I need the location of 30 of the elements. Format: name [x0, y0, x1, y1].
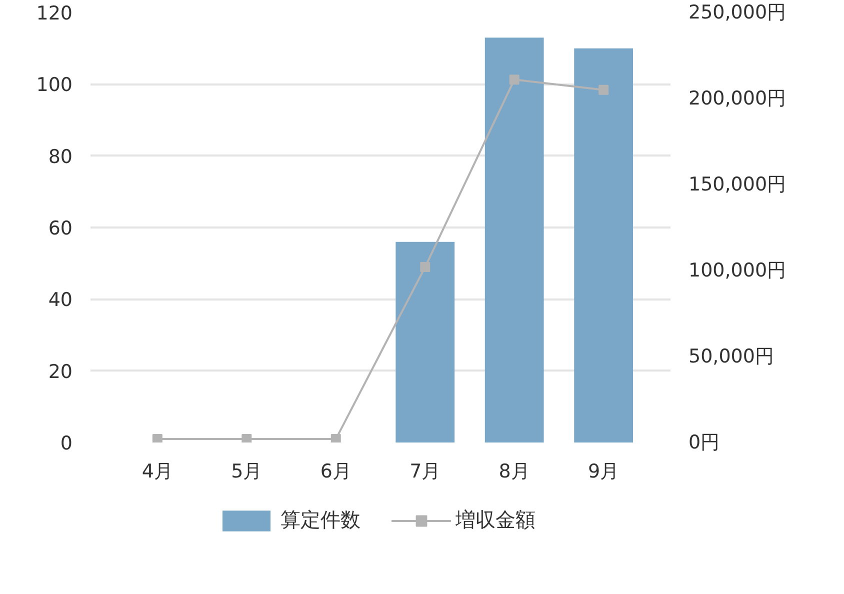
- y2-tick-label: 50,000円: [688, 346, 774, 368]
- x-tick-label: 6月: [320, 460, 352, 482]
- x-tick-label: 9月: [588, 460, 620, 482]
- x-tick-label: 5月: [231, 460, 262, 482]
- x-tick-label: 8月: [498, 460, 530, 482]
- legend-label: 算定件数: [280, 506, 360, 534]
- y-tick-label: 20: [48, 360, 73, 383]
- point: [420, 262, 430, 272]
- y2-tick-label: 150,000円: [688, 174, 786, 196]
- point: [598, 84, 609, 95]
- y-tick-label: 60: [48, 218, 73, 240]
- y-tick-label: 40: [48, 289, 73, 312]
- y-tick-label: 80: [48, 146, 73, 168]
- bar: [484, 38, 544, 442]
- x-tick-label: 7月: [410, 460, 441, 482]
- point: [330, 434, 341, 442]
- point: [152, 434, 162, 442]
- y2-tick-label: 200,000円: [688, 88, 786, 110]
- y-tick-label: 120: [36, 2, 72, 24]
- point: [509, 74, 520, 85]
- y2-tick-label: 0円: [688, 432, 720, 454]
- y2-tick-label: 100,000円: [688, 260, 786, 282]
- x-tick-label: 4月: [142, 460, 173, 482]
- legend-label: 増収金額: [456, 506, 536, 534]
- bar: [396, 242, 455, 442]
- bar: [574, 48, 634, 442]
- y-tick-label: 0: [60, 432, 73, 454]
- y-tick-label: 100: [36, 74, 72, 96]
- y2-tick-label: 250,000円: [688, 2, 786, 24]
- point: [242, 434, 252, 442]
